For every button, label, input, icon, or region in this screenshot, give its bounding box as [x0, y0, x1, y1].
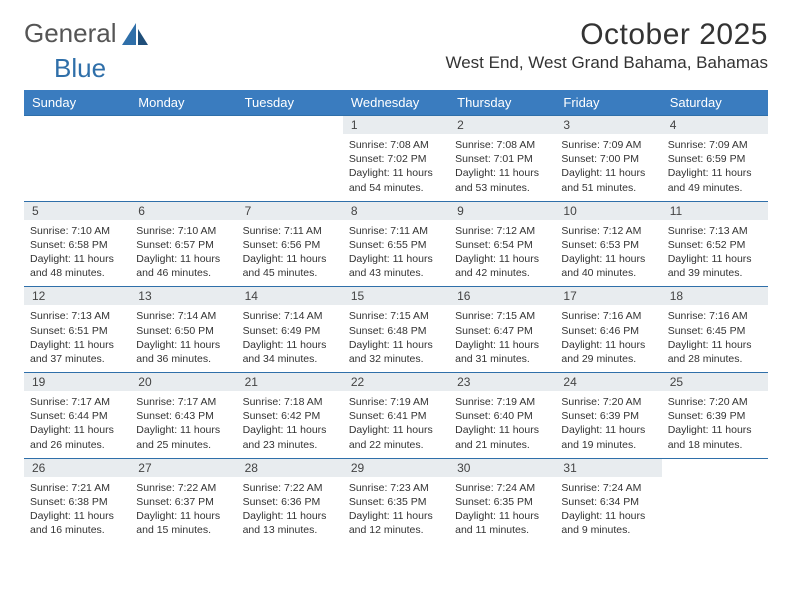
day-header: Thursday: [449, 90, 555, 116]
day-number-cell: 15: [343, 287, 449, 306]
month-title: October 2025: [445, 18, 768, 52]
day-header: Wednesday: [343, 90, 449, 116]
day-details-cell: Sunrise: 7:17 AMSunset: 6:44 PMDaylight:…: [24, 391, 130, 458]
day-details-cell: Sunrise: 7:09 AMSunset: 7:00 PMDaylight:…: [555, 134, 661, 201]
day-details-cell: Sunrise: 7:08 AMSunset: 7:02 PMDaylight:…: [343, 134, 449, 201]
day-details-cell: Sunrise: 7:20 AMSunset: 6:39 PMDaylight:…: [555, 391, 661, 458]
day-header: Sunday: [24, 90, 130, 116]
day-number-cell: 7: [237, 201, 343, 220]
logo-text-2: Blue: [54, 53, 106, 84]
day-details-cell: [130, 134, 236, 201]
day-details-cell: Sunrise: 7:22 AMSunset: 6:37 PMDaylight:…: [130, 477, 236, 544]
day-number-cell: 18: [662, 287, 768, 306]
day-details-row: Sunrise: 7:10 AMSunset: 6:58 PMDaylight:…: [24, 220, 768, 287]
sail-icon: [122, 23, 148, 45]
day-header: Tuesday: [237, 90, 343, 116]
day-number-cell: 30: [449, 458, 555, 477]
logo-text-1: General: [24, 18, 117, 49]
day-number-cell: 20: [130, 373, 236, 392]
day-number-row: 567891011: [24, 201, 768, 220]
day-details-cell: Sunrise: 7:12 AMSunset: 6:54 PMDaylight:…: [449, 220, 555, 287]
day-details-cell: Sunrise: 7:20 AMSunset: 6:39 PMDaylight:…: [662, 391, 768, 458]
day-number-cell: 19: [24, 373, 130, 392]
day-number-cell: [662, 458, 768, 477]
day-details-cell: [662, 477, 768, 544]
day-number-cell: 9: [449, 201, 555, 220]
day-details-cell: Sunrise: 7:13 AMSunset: 6:51 PMDaylight:…: [24, 305, 130, 372]
title-block: October 2025 West End, West Grand Bahama…: [445, 18, 768, 73]
day-number-cell: 5: [24, 201, 130, 220]
day-number-cell: 8: [343, 201, 449, 220]
day-details-cell: Sunrise: 7:09 AMSunset: 6:59 PMDaylight:…: [662, 134, 768, 201]
day-number-cell: 1: [343, 116, 449, 135]
day-number-cell: 16: [449, 287, 555, 306]
calendar-body: 1234Sunrise: 7:08 AMSunset: 7:02 PMDayli…: [24, 116, 768, 544]
calendar-table: Sunday Monday Tuesday Wednesday Thursday…: [24, 90, 768, 543]
day-number-cell: 13: [130, 287, 236, 306]
day-details-cell: Sunrise: 7:22 AMSunset: 6:36 PMDaylight:…: [237, 477, 343, 544]
day-number-row: 12131415161718: [24, 287, 768, 306]
day-number-cell: 12: [24, 287, 130, 306]
day-number-cell: 27: [130, 458, 236, 477]
day-number-cell: 6: [130, 201, 236, 220]
day-details-cell: Sunrise: 7:08 AMSunset: 7:01 PMDaylight:…: [449, 134, 555, 201]
day-number-cell: 24: [555, 373, 661, 392]
day-details-cell: Sunrise: 7:12 AMSunset: 6:53 PMDaylight:…: [555, 220, 661, 287]
day-details-cell: Sunrise: 7:13 AMSunset: 6:52 PMDaylight:…: [662, 220, 768, 287]
day-details-cell: Sunrise: 7:11 AMSunset: 6:56 PMDaylight:…: [237, 220, 343, 287]
day-details-row: Sunrise: 7:08 AMSunset: 7:02 PMDaylight:…: [24, 134, 768, 201]
day-details-cell: Sunrise: 7:17 AMSunset: 6:43 PMDaylight:…: [130, 391, 236, 458]
day-number-cell: 29: [343, 458, 449, 477]
day-details-cell: Sunrise: 7:21 AMSunset: 6:38 PMDaylight:…: [24, 477, 130, 544]
day-details-cell: Sunrise: 7:19 AMSunset: 6:40 PMDaylight:…: [449, 391, 555, 458]
day-header-row: Sunday Monday Tuesday Wednesday Thursday…: [24, 90, 768, 116]
day-details-cell: Sunrise: 7:16 AMSunset: 6:46 PMDaylight:…: [555, 305, 661, 372]
day-number-cell: 25: [662, 373, 768, 392]
day-number-cell: 23: [449, 373, 555, 392]
day-number-cell: [130, 116, 236, 135]
day-number-cell: 22: [343, 373, 449, 392]
day-details-cell: Sunrise: 7:11 AMSunset: 6:55 PMDaylight:…: [343, 220, 449, 287]
day-details-cell: [237, 134, 343, 201]
day-details-row: Sunrise: 7:17 AMSunset: 6:44 PMDaylight:…: [24, 391, 768, 458]
day-header: Monday: [130, 90, 236, 116]
day-number-cell: 14: [237, 287, 343, 306]
day-details-cell: Sunrise: 7:24 AMSunset: 6:34 PMDaylight:…: [555, 477, 661, 544]
day-details-cell: Sunrise: 7:14 AMSunset: 6:50 PMDaylight:…: [130, 305, 236, 372]
day-details-cell: Sunrise: 7:24 AMSunset: 6:35 PMDaylight:…: [449, 477, 555, 544]
day-details-row: Sunrise: 7:21 AMSunset: 6:38 PMDaylight:…: [24, 477, 768, 544]
day-details-cell: Sunrise: 7:23 AMSunset: 6:35 PMDaylight:…: [343, 477, 449, 544]
day-number-cell: 2: [449, 116, 555, 135]
day-details-row: Sunrise: 7:13 AMSunset: 6:51 PMDaylight:…: [24, 305, 768, 372]
day-number-cell: 17: [555, 287, 661, 306]
day-number-cell: 4: [662, 116, 768, 135]
day-number-cell: 28: [237, 458, 343, 477]
day-number-cell: 21: [237, 373, 343, 392]
day-number-cell: 3: [555, 116, 661, 135]
day-number-cell: 26: [24, 458, 130, 477]
day-details-cell: Sunrise: 7:15 AMSunset: 6:47 PMDaylight:…: [449, 305, 555, 372]
day-details-cell: Sunrise: 7:14 AMSunset: 6:49 PMDaylight:…: [237, 305, 343, 372]
day-details-cell: Sunrise: 7:15 AMSunset: 6:48 PMDaylight:…: [343, 305, 449, 372]
day-details-cell: Sunrise: 7:10 AMSunset: 6:58 PMDaylight:…: [24, 220, 130, 287]
day-details-cell: Sunrise: 7:18 AMSunset: 6:42 PMDaylight:…: [237, 391, 343, 458]
day-details-cell: Sunrise: 7:19 AMSunset: 6:41 PMDaylight:…: [343, 391, 449, 458]
day-details-cell: [24, 134, 130, 201]
day-number-cell: [237, 116, 343, 135]
day-details-cell: Sunrise: 7:16 AMSunset: 6:45 PMDaylight:…: [662, 305, 768, 372]
location: West End, West Grand Bahama, Bahamas: [445, 53, 768, 73]
day-header: Friday: [555, 90, 661, 116]
logo: General: [24, 18, 150, 49]
day-header: Saturday: [662, 90, 768, 116]
day-number-cell: [24, 116, 130, 135]
day-details-cell: Sunrise: 7:10 AMSunset: 6:57 PMDaylight:…: [130, 220, 236, 287]
day-number-row: 19202122232425: [24, 373, 768, 392]
day-number-cell: 11: [662, 201, 768, 220]
day-number-cell: 31: [555, 458, 661, 477]
day-number-row: 262728293031: [24, 458, 768, 477]
day-number-cell: 10: [555, 201, 661, 220]
day-number-row: 1234: [24, 116, 768, 135]
